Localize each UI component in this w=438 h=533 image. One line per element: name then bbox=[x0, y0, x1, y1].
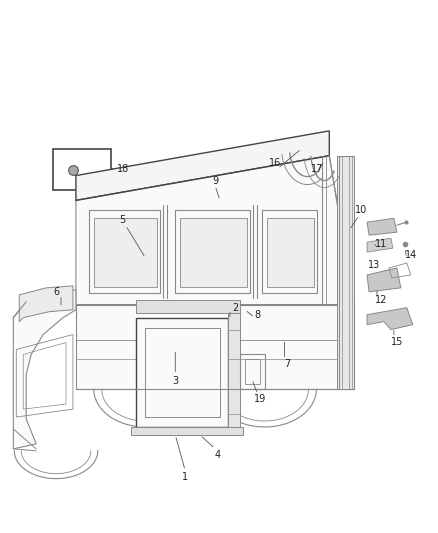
Polygon shape bbox=[135, 300, 240, 313]
Polygon shape bbox=[135, 318, 228, 427]
Polygon shape bbox=[76, 305, 354, 389]
Text: 17: 17 bbox=[311, 164, 324, 174]
Text: 8: 8 bbox=[254, 310, 261, 320]
Text: 5: 5 bbox=[120, 215, 126, 225]
Polygon shape bbox=[267, 219, 314, 287]
Text: 14: 14 bbox=[405, 250, 417, 260]
Text: 19: 19 bbox=[254, 394, 266, 404]
Polygon shape bbox=[367, 268, 401, 292]
Polygon shape bbox=[131, 427, 243, 435]
Bar bbox=[53, 149, 111, 190]
Polygon shape bbox=[76, 156, 354, 305]
Text: 4: 4 bbox=[215, 450, 221, 460]
Polygon shape bbox=[76, 131, 329, 200]
Text: 18: 18 bbox=[117, 164, 129, 174]
Text: 2: 2 bbox=[232, 303, 238, 313]
Polygon shape bbox=[94, 219, 157, 287]
Text: 3: 3 bbox=[172, 376, 178, 386]
Text: 15: 15 bbox=[391, 336, 403, 346]
Polygon shape bbox=[13, 290, 76, 449]
Text: 12: 12 bbox=[375, 295, 387, 305]
Text: 10: 10 bbox=[355, 205, 367, 215]
Polygon shape bbox=[228, 313, 240, 427]
Text: 13: 13 bbox=[368, 260, 380, 270]
Polygon shape bbox=[337, 156, 354, 389]
Text: 16: 16 bbox=[268, 158, 281, 168]
Polygon shape bbox=[367, 308, 413, 329]
Text: 6: 6 bbox=[53, 287, 59, 297]
Polygon shape bbox=[180, 219, 247, 287]
Text: 11: 11 bbox=[375, 239, 387, 249]
Text: 1: 1 bbox=[182, 472, 188, 482]
Text: 7: 7 bbox=[284, 359, 291, 369]
Text: 9: 9 bbox=[212, 175, 218, 185]
Polygon shape bbox=[19, 286, 73, 321]
Polygon shape bbox=[367, 238, 393, 252]
Polygon shape bbox=[367, 219, 397, 235]
